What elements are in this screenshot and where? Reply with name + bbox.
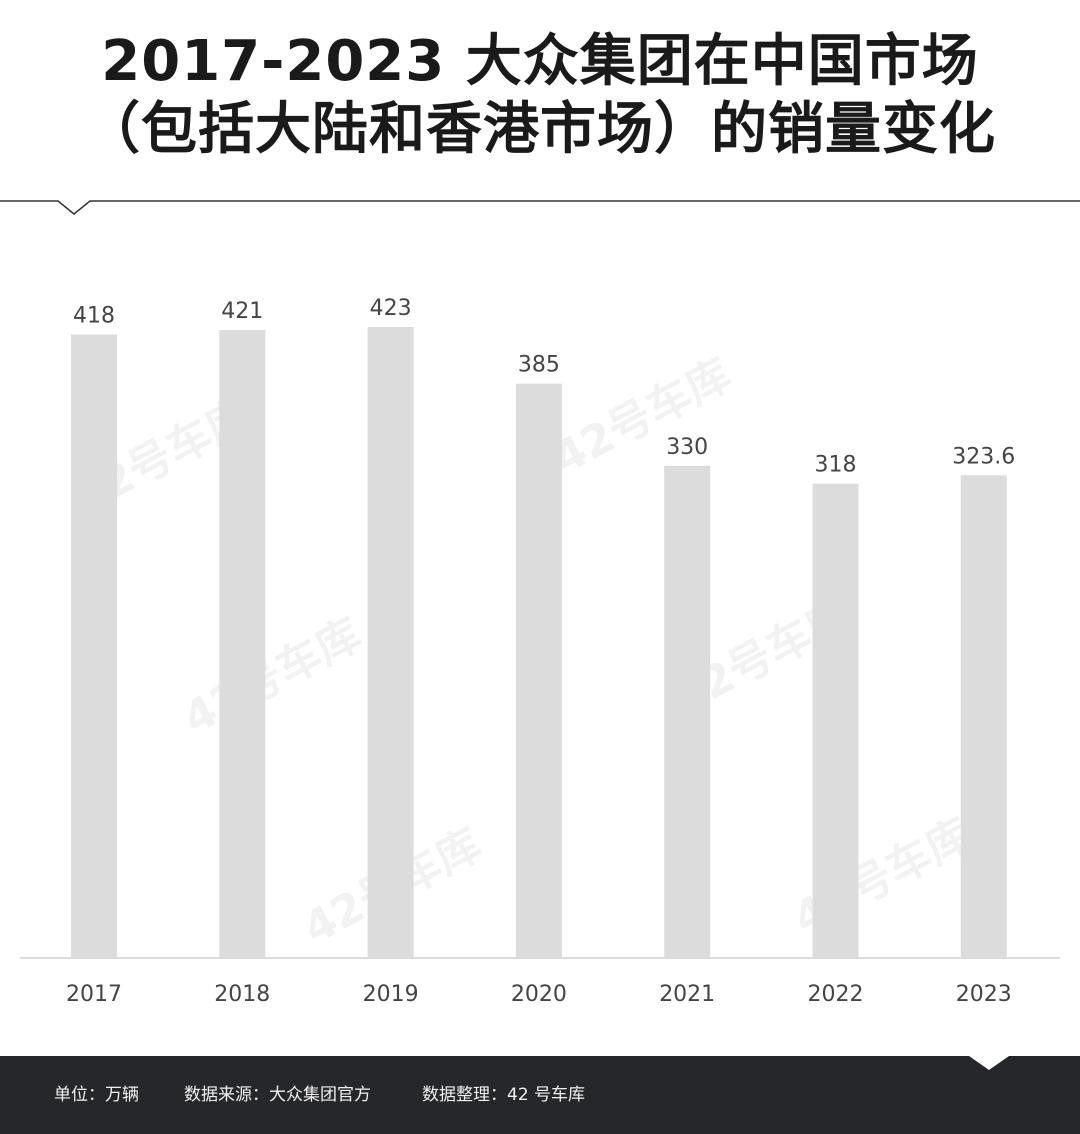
- chart-title: 2017-2023 大众集团在中国市场 （包括大陆和香港市场）的销量变化: [0, 28, 1080, 164]
- bar: [367, 327, 414, 958]
- footer-compiler: 数据整理：42 号车库: [422, 1085, 586, 1105]
- bar: [960, 475, 1007, 958]
- chart-title-line2: （包括大陆和香港市场）的销量变化: [84, 97, 996, 162]
- bar: [515, 383, 562, 958]
- bar: [664, 465, 711, 958]
- bar: [219, 330, 266, 959]
- x-tick-label: 2020: [511, 982, 567, 1007]
- footer-notch: [969, 1056, 1009, 1070]
- title-divider: [0, 200, 1080, 215]
- data-label: 330: [666, 435, 708, 460]
- footer-unit: 单位：万辆: [54, 1085, 139, 1105]
- x-tick-label: 2019: [363, 982, 419, 1007]
- footer: 单位：万辆 数据来源：大众集团官方 数据整理：42 号车库: [0, 1056, 1080, 1134]
- bar-chart: 418 2017 421 2018 423 2019 385 2020 330 2021 318 20…: [20, 296, 1060, 1007]
- data-label: 421: [221, 299, 263, 324]
- data-label: 323.6: [952, 444, 1015, 469]
- data-label: 418: [73, 303, 115, 328]
- data-label: 318: [815, 453, 857, 478]
- bar: [812, 483, 859, 958]
- chart-title-line1: 2017-2023 大众集团在中国市场: [101, 29, 979, 94]
- x-tick-label: 2023: [956, 982, 1012, 1007]
- x-tick-label: 2017: [66, 982, 122, 1007]
- data-label: 385: [518, 353, 560, 378]
- x-tick-label: 2021: [659, 982, 715, 1007]
- bar: [71, 334, 117, 958]
- x-tick-label: 2022: [808, 982, 864, 1007]
- x-tick-label: 2018: [214, 982, 270, 1007]
- footer-source: 数据来源：大众集团官方: [184, 1085, 371, 1105]
- data-label: 423: [370, 296, 412, 321]
